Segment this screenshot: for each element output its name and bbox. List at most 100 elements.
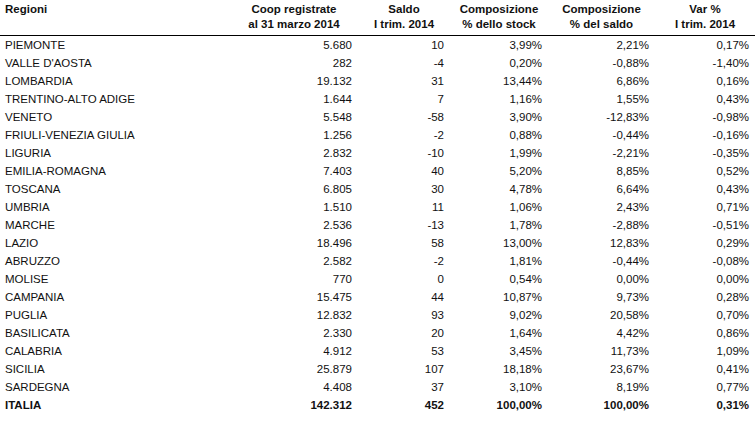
value-cell: 5.680 xyxy=(230,36,358,55)
region-cell: CAMPANIA xyxy=(0,288,230,306)
region-cell: FRIULI-VENEZIA GIULIA xyxy=(0,126,230,144)
value-cell: 0,20% xyxy=(450,54,548,72)
value-cell: -10 xyxy=(358,144,450,162)
value-cell: 2.330 xyxy=(230,324,358,342)
header-composizione-stock: Composizione % dello stock xyxy=(450,0,548,36)
value-cell: 0,31% xyxy=(655,396,755,414)
header-label: Var % xyxy=(659,2,751,17)
value-cell: 19.132 xyxy=(230,72,358,90)
value-cell: 53 xyxy=(358,342,450,360)
value-cell: 25.879 xyxy=(230,360,358,378)
region-cell: ABRUZZO xyxy=(0,252,230,270)
value-cell: 6,86% xyxy=(548,72,655,90)
region-cell: MOLISE xyxy=(0,270,230,288)
table-row: MARCHE2.536-131,78%-2,88%-0,51% xyxy=(0,216,755,234)
value-cell: 10 xyxy=(358,36,450,55)
value-cell: 1,09% xyxy=(655,342,755,360)
value-cell: 8,85% xyxy=(548,162,655,180)
value-cell: 0,28% xyxy=(655,288,755,306)
value-cell: 15.475 xyxy=(230,288,358,306)
value-cell: 0,70% xyxy=(655,306,755,324)
value-cell: -13 xyxy=(358,216,450,234)
table-row: CAMPANIA15.4754410,87%9,73%0,28% xyxy=(0,288,755,306)
value-cell: -0,44% xyxy=(548,126,655,144)
value-cell: -1,40% xyxy=(655,54,755,72)
region-cell: LOMBARDIA xyxy=(0,72,230,90)
value-cell: 770 xyxy=(230,270,358,288)
region-cell: TRENTINO-ALTO ADIGE xyxy=(0,90,230,108)
region-cell: SARDEGNA xyxy=(0,378,230,396)
table-row: ABRUZZO2.582-21,81%-0,44%-0,08% xyxy=(0,252,755,270)
table-row: LAZIO18.4965813,00%12,83%0,29% xyxy=(0,234,755,252)
region-cell: TOSCANA xyxy=(0,180,230,198)
value-cell: 13,44% xyxy=(450,72,548,90)
value-cell: 3,45% xyxy=(450,342,548,360)
value-cell: 0,29% xyxy=(655,234,755,252)
value-cell: 20 xyxy=(358,324,450,342)
table-row: TRENTINO-ALTO ADIGE1.64471,16%1,55%0,43% xyxy=(0,90,755,108)
table-row: SARDEGNA4.408373,10%8,19%0,77% xyxy=(0,378,755,396)
value-cell: -0,35% xyxy=(655,144,755,162)
header-label: Composizione xyxy=(552,2,651,17)
value-cell: -2 xyxy=(358,126,450,144)
value-cell: 100,00% xyxy=(548,396,655,414)
value-cell: 5,20% xyxy=(450,162,548,180)
value-cell: 12,83% xyxy=(548,234,655,252)
value-cell: 282 xyxy=(230,54,358,72)
value-cell: 9,73% xyxy=(548,288,655,306)
region-cell: BASILICATA xyxy=(0,324,230,342)
value-cell: -0,98% xyxy=(655,108,755,126)
value-cell: 0,00% xyxy=(548,270,655,288)
value-cell: 93 xyxy=(358,306,450,324)
value-cell: 9,02% xyxy=(450,306,548,324)
header-label: % dello stock xyxy=(454,17,544,32)
value-cell: -2,88% xyxy=(548,216,655,234)
value-cell: 0,16% xyxy=(655,72,755,90)
value-cell: 5.548 xyxy=(230,108,358,126)
value-cell: 31 xyxy=(358,72,450,90)
value-cell: 0,77% xyxy=(655,378,755,396)
region-cell: PIEMONTE xyxy=(0,36,230,55)
header-composizione-saldo: Composizione % del saldo xyxy=(548,0,655,36)
value-cell: 1.644 xyxy=(230,90,358,108)
header-row: Regioni Coop registrate al 31 marzo 2014… xyxy=(0,0,755,36)
value-cell: 2,21% xyxy=(548,36,655,55)
header-label: Saldo xyxy=(362,2,446,17)
value-cell: 452 xyxy=(358,396,450,414)
region-cell: VENETO xyxy=(0,108,230,126)
value-cell: 142.312 xyxy=(230,396,358,414)
value-cell: 3,10% xyxy=(450,378,548,396)
header-coop-registrate: Coop registrate al 31 marzo 2014 xyxy=(230,0,358,36)
header-regioni: Regioni xyxy=(0,0,230,36)
table-body: PIEMONTE5.680103,99%2,21%0,17%VALLE D'AO… xyxy=(0,36,755,415)
region-cell: MARCHE xyxy=(0,216,230,234)
value-cell: 1,55% xyxy=(548,90,655,108)
header-label: I trim. 2014 xyxy=(659,17,751,32)
table-row: FRIULI-VENEZIA GIULIA1.256-20,88%-0,44%-… xyxy=(0,126,755,144)
value-cell: 4.408 xyxy=(230,378,358,396)
value-cell: -4 xyxy=(358,54,450,72)
value-cell: 1.256 xyxy=(230,126,358,144)
value-cell: 30 xyxy=(358,180,450,198)
region-cell: LAZIO xyxy=(0,234,230,252)
region-cell: EMILIA-ROMAGNA xyxy=(0,162,230,180)
table-row: VALLE D'AOSTA282-40,20%-0,88%-1,40% xyxy=(0,54,755,72)
value-cell: 2,43% xyxy=(548,198,655,216)
table-row: LIGURIA2.832-101,99%-2,21%-0,35% xyxy=(0,144,755,162)
header-label: Composizione xyxy=(454,2,544,17)
value-cell: 2.832 xyxy=(230,144,358,162)
value-cell: 6.805 xyxy=(230,180,358,198)
value-cell: 10,87% xyxy=(450,288,548,306)
value-cell: 0,52% xyxy=(655,162,755,180)
table-header: Regioni Coop registrate al 31 marzo 2014… xyxy=(0,0,755,36)
value-cell: 3,90% xyxy=(450,108,548,126)
header-label: % del saldo xyxy=(552,17,651,32)
header-label: I trim. 2014 xyxy=(362,17,446,32)
header-label: al 31 marzo 2014 xyxy=(234,17,354,32)
value-cell: 4,78% xyxy=(450,180,548,198)
value-cell: 18.496 xyxy=(230,234,358,252)
value-cell: -2 xyxy=(358,252,450,270)
region-cell: CALABRIA xyxy=(0,342,230,360)
table-row: PIEMONTE5.680103,99%2,21%0,17% xyxy=(0,36,755,55)
value-cell: -12,83% xyxy=(548,108,655,126)
